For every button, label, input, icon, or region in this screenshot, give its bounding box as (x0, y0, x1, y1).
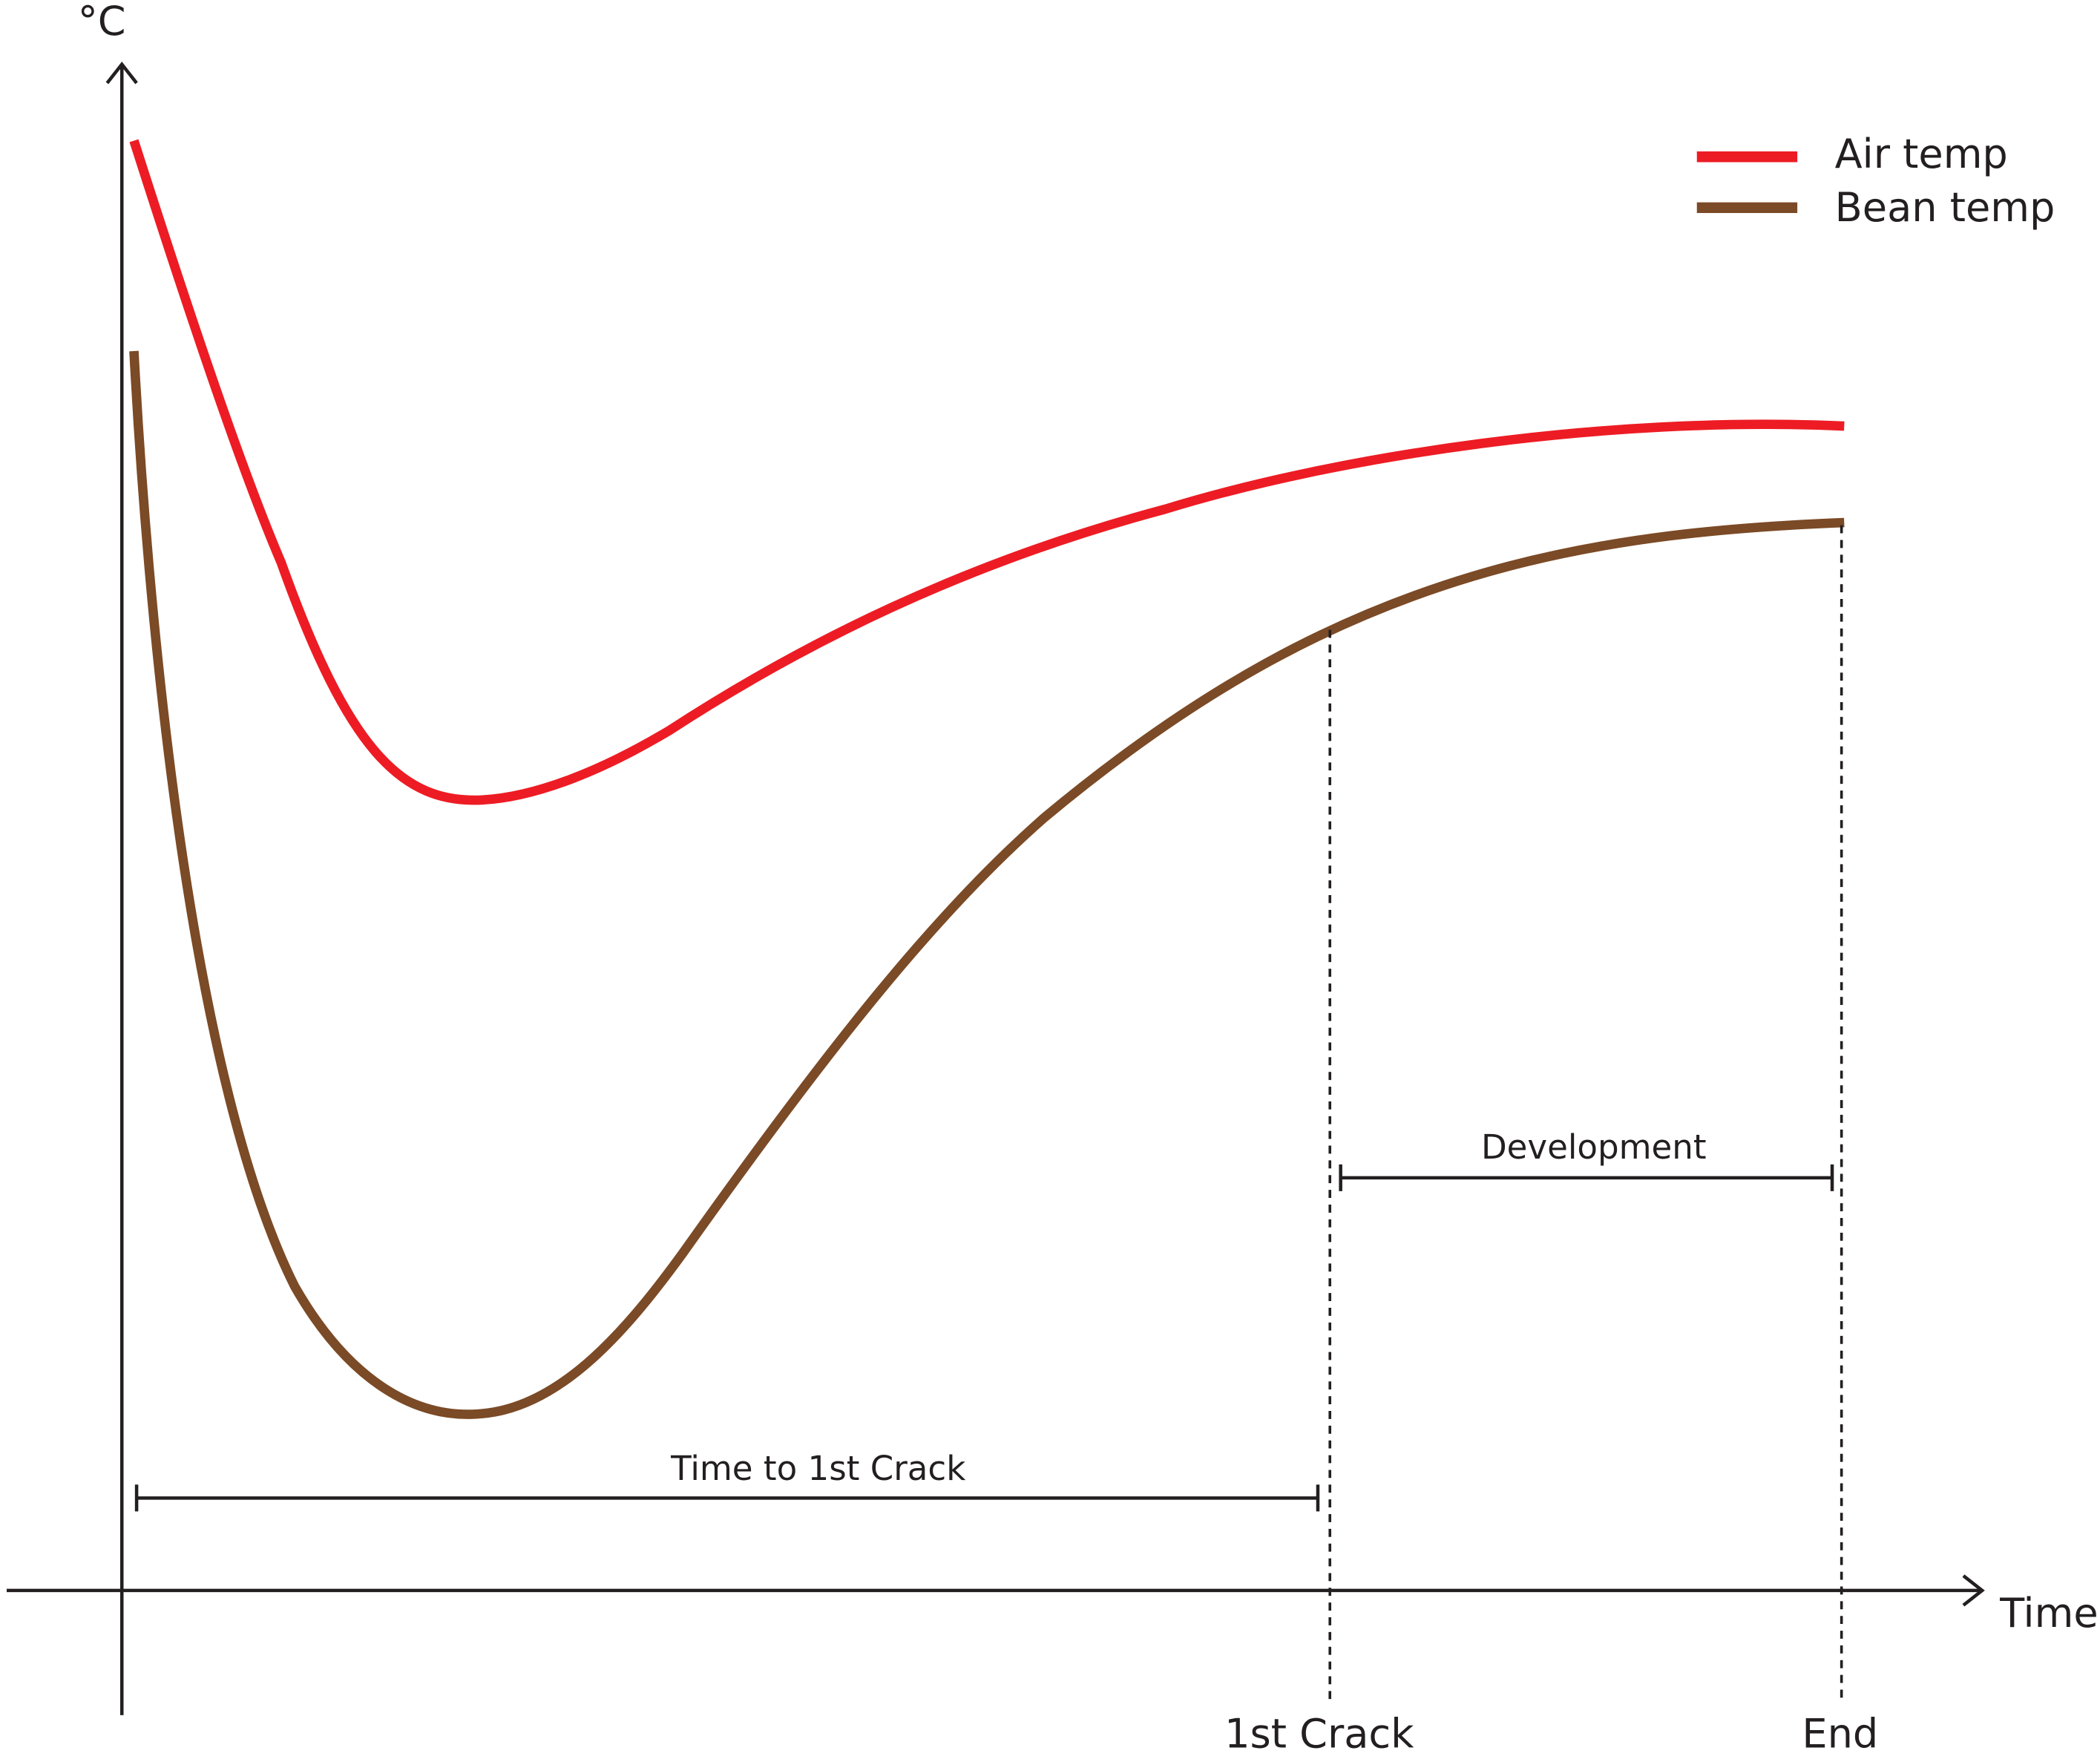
air-temp-curve (129, 139, 1845, 805)
legend-label: Air temp (1835, 131, 2008, 177)
x-axis-label: Time (1999, 1590, 2098, 1637)
bean-temp-curve (129, 350, 1845, 1419)
y-axis (105, 62, 138, 1715)
legend-label: Bean temp (1835, 184, 2055, 231)
first-crack-label: 1st Crack (1224, 1710, 1414, 1757)
end-label: End (1802, 1710, 1878, 1757)
y-axis-label: °C (78, 0, 126, 45)
development-label: Development (1481, 1127, 1707, 1167)
time-to-first-crack-label: Time to 1st Crack (670, 1449, 965, 1488)
development-span (1339, 1164, 1834, 1191)
x-axis (7, 1574, 1985, 1607)
time-to-first-crack-span (134, 1484, 1320, 1512)
